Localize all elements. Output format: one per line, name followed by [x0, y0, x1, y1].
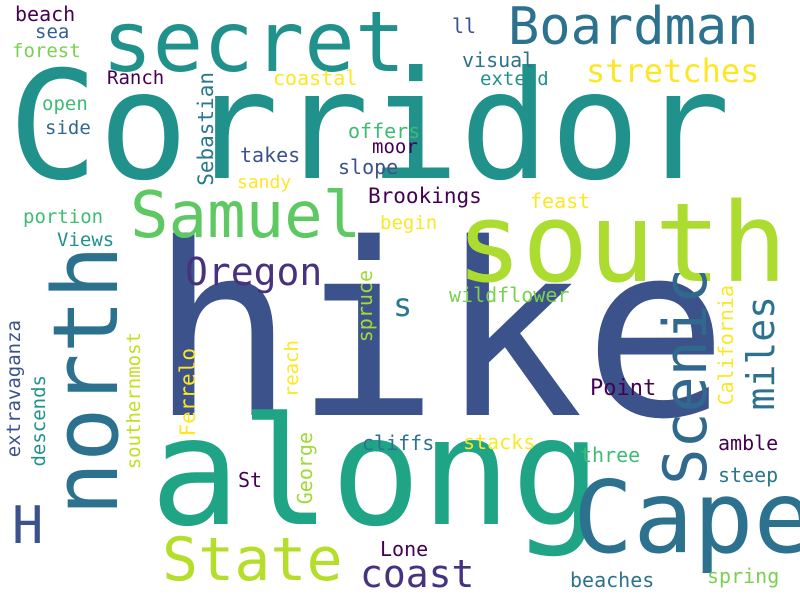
word-wildflower: wildflower [449, 283, 570, 307]
word-hike: hike [150, 192, 728, 472]
word-secret: secret [102, 0, 406, 91]
word-stretches: stretches [586, 52, 760, 90]
word-ll: ll [452, 14, 477, 38]
word-california: California [714, 285, 738, 406]
word-beaches: beaches [570, 568, 655, 592]
word-stacks: stacks [463, 430, 536, 454]
word-side: side [45, 117, 91, 139]
word-spring: spring [707, 564, 780, 588]
word-brookings: Brookings [368, 184, 482, 208]
word-coast: coast [360, 552, 475, 596]
word-takes: takes [240, 143, 301, 167]
word-h: H [12, 496, 44, 556]
word-lone: Lone [380, 537, 429, 561]
word-offers: offers [348, 119, 421, 143]
word-visual: visual [462, 48, 535, 72]
word-extend: extend [480, 68, 549, 90]
word-cliffs: cliffs [362, 431, 435, 455]
word-miles: miles [739, 296, 783, 411]
word-moor: moor [372, 136, 418, 158]
word-samuel: Samuel [130, 179, 362, 253]
word-descends: descends [28, 375, 50, 467]
word-portion: portion [23, 206, 104, 228]
word-feast: feast [530, 189, 591, 213]
word-cape: Cape [573, 459, 800, 576]
word-sandy: sandy [237, 172, 292, 193]
word-extravaganza: extravaganza [3, 320, 25, 458]
word-slope: slope [338, 155, 399, 179]
word-corridor: Corridor [8, 40, 731, 214]
word-along: along [150, 386, 602, 560]
word-ranch: Ranch [107, 67, 165, 89]
word-spruce: spruce [353, 270, 377, 343]
word-south: south [456, 179, 788, 307]
word-reach: reach [281, 340, 303, 398]
word-sebastian: Sebastian [194, 72, 218, 186]
word-north: north [34, 245, 139, 516]
word-point: Point [590, 376, 657, 401]
word-coastal: coastal [273, 66, 358, 90]
word-open: open [42, 93, 88, 115]
word-sea: sea [35, 21, 70, 43]
word-george: George [293, 432, 317, 505]
word-ferrelo: Ferrelo [176, 348, 200, 437]
word-st: St [238, 468, 263, 492]
word-southernmost: southernmost [123, 332, 145, 470]
word-amble: amble [718, 431, 779, 455]
word-state: State [162, 525, 343, 595]
word-scenic: Scenic [651, 268, 721, 485]
word-beach: beach [15, 2, 76, 26]
word-oregon: Oregon [185, 250, 323, 294]
word-begin: begin [380, 212, 438, 234]
word-steep: steep [718, 463, 779, 487]
word-forest: forest [12, 40, 81, 62]
word-three: three [580, 443, 641, 467]
word-boardman: Boardman [508, 0, 759, 57]
word-s: s [393, 286, 413, 324]
word-views: Views [57, 229, 115, 251]
